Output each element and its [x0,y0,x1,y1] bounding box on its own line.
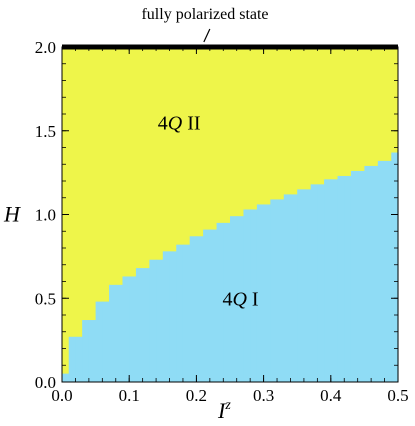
region-4q-i-column [250,209,258,382]
region-4q-i-column [263,204,271,382]
region-4q-i-column [324,179,332,382]
region-4q-i-column [337,175,345,382]
region-4q-i-column [115,284,124,382]
region-label-4q-ii: 4Q II [158,112,201,134]
region-4q-i-column [209,229,218,382]
x-tick-label: 0.4 [320,386,342,405]
region-label-4q-i: 4Q I [222,288,258,310]
region-4q-i-column [350,170,359,382]
region-4q-i-column [243,209,251,382]
region-4q-i-column [344,175,352,382]
region-4q-i-column [223,222,231,382]
region-4q-i-column [203,229,211,382]
region-4q-i-column [75,336,83,382]
region-4q-i-column [102,301,110,382]
region-4q-i-column [156,259,164,382]
region-4q-i-column [377,160,386,382]
x-tick-label: 0.2 [186,386,207,405]
region-4q-i-column [149,259,157,382]
region-4q-i-column [230,216,238,382]
region-4q-i-column [95,301,103,382]
region-4q-i-column [176,244,184,382]
region-4q-i-column [256,204,265,382]
y-tick-label: 0.5 [35,289,56,308]
region-4q-i-column [122,276,130,382]
region-4q-i-column [189,236,197,382]
region-4q-i-column [330,179,339,382]
region-4q-i-column [270,199,278,382]
region-4q-i-column [384,160,392,382]
y-tick-label: 0.0 [35,373,56,392]
x-tick-label: 0.1 [119,386,140,405]
annotation-pointer [203,28,211,43]
region-4q-i-column [357,170,365,382]
region-4q-i-column [135,268,144,382]
region-4q-i-column [142,268,150,382]
region-4q-i-column [371,165,379,382]
region-4q-i-column [182,244,191,382]
region-4q-i-column [129,276,137,382]
region-4q-i-column [391,152,399,382]
region-4q-i-column [297,189,305,382]
x-tick-label: 0.3 [253,386,274,405]
annotation-fully-polarized: fully polarized state [141,6,268,23]
region-4q-i-column [303,189,312,382]
ticks-layer: 0.0 0.1 0.2 0.3 0.4 0.5 0.0 0.5 1.0 1.5 2.0 [35,38,409,405]
region-4q-i-column [169,251,177,382]
x-tick-label: 0.5 [387,386,408,405]
region-4q-i-column [290,194,298,382]
y-tick-label: 2.0 [35,38,56,57]
region-4q-i-column [283,194,292,382]
region-4q-i-column [82,320,90,382]
y-tick-label: 1.5 [35,122,56,141]
region-4q-i-column [236,216,245,382]
region-4q-i-column [68,336,77,382]
region-4q-i-column [162,251,171,382]
region-4q-i-column [88,320,97,382]
region-4q-i-column [310,184,318,382]
region-4q-i-column [216,222,224,382]
y-tick-label: 1.0 [35,206,56,225]
y-axis-title: H [3,202,21,227]
region-4q-i-column [317,184,325,382]
region-4q-i-column [364,165,372,382]
region-4q-i-column [109,284,117,382]
x-axis-title: Iz [217,398,231,423]
region-4q-i-column [62,373,70,382]
region-4q-i-column [196,236,204,382]
x-tick-label: 0.0 [51,386,72,405]
regions-layer [62,47,399,382]
region-4q-i-column [277,199,285,382]
